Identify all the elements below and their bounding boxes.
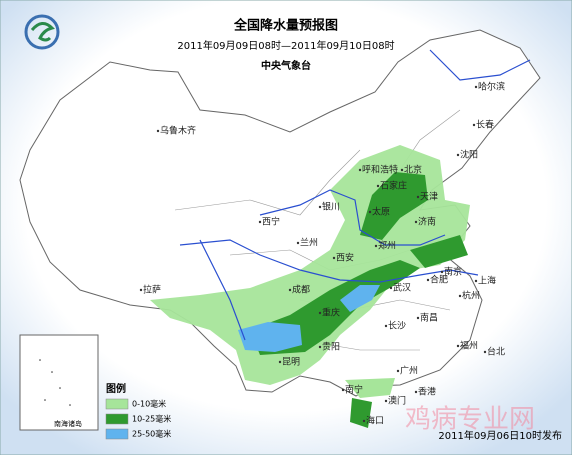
city-dot [414, 220, 418, 224]
city-label: 杭州 [462, 290, 480, 302]
city-label: 济南 [418, 216, 436, 228]
city-dot [156, 129, 160, 133]
city-dot [456, 344, 460, 348]
city-dot [389, 286, 393, 290]
rain-10-25-hainan [350, 398, 372, 428]
city-label: 乌鲁木齐 [160, 125, 196, 137]
rain-0-10-south [345, 378, 395, 398]
rain-25-50-sw [238, 322, 302, 352]
city-dot [396, 369, 400, 373]
city-label: 武汉 [393, 282, 411, 294]
city-label: 成都 [292, 284, 310, 296]
map-subtitle: 2011年09月09日08时—2011年09月10日08时 [177, 39, 394, 52]
city-label: 南昌 [420, 312, 438, 324]
city-label: 沈阳 [460, 149, 478, 161]
city-label: 北京 [404, 164, 422, 176]
city-dot [318, 345, 322, 349]
city-label: 兰州 [300, 237, 318, 249]
city-dot [288, 288, 292, 292]
legend: 图例 0-10毫米 10-25毫米 25-50毫米 [105, 382, 171, 440]
city-dot [139, 288, 143, 292]
city-dot [426, 278, 430, 282]
city-label: 香港 [418, 386, 436, 398]
legend-label: 0-10毫米 [132, 399, 166, 409]
city-dot [374, 244, 378, 248]
legend-swatch [105, 413, 129, 425]
city-label: 西宁 [262, 216, 280, 228]
city-dot [376, 184, 380, 188]
city-label: 合肥 [430, 274, 448, 286]
city-dot [384, 399, 388, 403]
legend-label: 25-50毫米 [132, 429, 171, 439]
city-dot [278, 360, 282, 364]
issuer: 中央气象台 [261, 59, 311, 72]
city-dot [258, 220, 262, 224]
legend-title: 图例 [106, 382, 126, 395]
city-label: 太原 [372, 206, 390, 218]
city-dot [400, 168, 404, 172]
city-label: 南京 [444, 266, 462, 278]
map-title: 全国降水量预报图 [233, 18, 338, 34]
city-dot [483, 350, 487, 354]
city-dot [414, 390, 418, 394]
rivers [179, 49, 531, 341]
city-dot [318, 205, 322, 209]
city-dot [384, 324, 388, 328]
legend-swatch [105, 428, 129, 440]
city-dot [456, 153, 460, 157]
city-dot [474, 85, 478, 89]
city-label: 石家庄 [380, 180, 407, 192]
logo [24, 14, 60, 50]
city-dot [296, 241, 300, 245]
city-label: 台北 [487, 346, 505, 358]
city-dot [368, 210, 372, 214]
city-dot [416, 316, 420, 320]
city-label: 西安 [336, 252, 354, 264]
city-label: 昆明 [282, 357, 300, 368]
city-label: 银川 [322, 201, 340, 213]
city-label: 郑州 [378, 240, 396, 252]
city-label: 广州 [400, 365, 418, 377]
city-label: 长春 [476, 119, 494, 131]
city-label: 天津 [420, 192, 438, 203]
legend-swatch [105, 398, 129, 410]
city-label: 福州 [460, 340, 478, 352]
city-dot [472, 123, 476, 127]
city-label: 海口 [366, 415, 384, 427]
city-dot [474, 279, 478, 283]
inset-box [19, 334, 99, 431]
city-dot [341, 388, 345, 392]
city-label: 南宁 [345, 384, 363, 396]
rain-10-25-east [410, 235, 468, 268]
rain-10-25 [360, 172, 428, 240]
city-label: 呼和浩特 [362, 164, 398, 176]
watermark: 鸡病专业网 [405, 405, 535, 435]
city-label: 拉萨 [143, 284, 161, 296]
legend-label: 10-25毫米 [132, 414, 171, 424]
city-label: 贵阳 [322, 341, 340, 353]
city-label: 澳门 [388, 395, 406, 407]
city-label: 上海 [478, 275, 496, 287]
city-dot [362, 419, 366, 423]
city-dot [332, 256, 336, 260]
city-dot [440, 270, 444, 274]
inset-label: 南海诸岛 [54, 419, 82, 428]
issue-time: 2011年09月06日10时发布 [438, 429, 562, 442]
city-dot [358, 168, 362, 172]
city-dot [416, 195, 420, 199]
city-label: 长沙 [388, 320, 406, 332]
rain-25-50 [340, 285, 380, 312]
city-label: 重庆 [322, 307, 340, 319]
city-dot [318, 311, 322, 315]
city-label: 哈尔滨 [478, 81, 505, 93]
city-dot [458, 294, 462, 298]
